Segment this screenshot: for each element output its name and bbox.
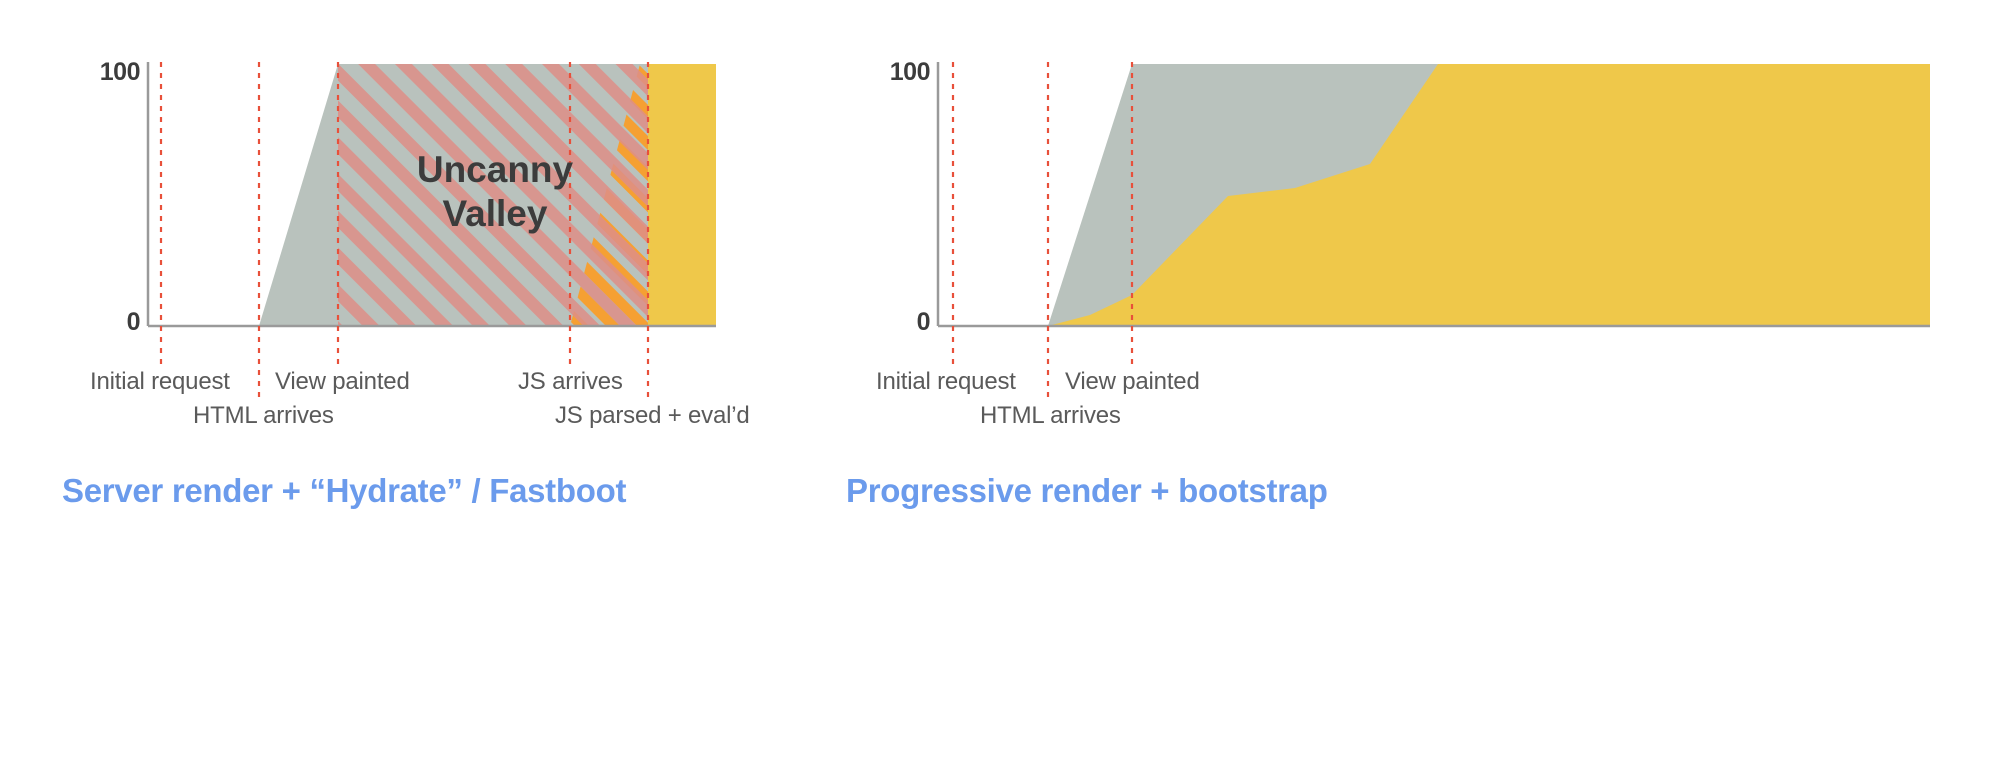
y-tick-100-right: 100 <box>889 58 931 86</box>
chart-server-render-svg <box>146 62 716 400</box>
chart-server-render <box>0 0 820 470</box>
caption-progressive-render: Progressive render + bootstrap <box>846 472 1328 509</box>
area-interactive-right <box>1048 64 1930 326</box>
caption-server-render: Server render + “Hydrate” / Fastboot <box>62 472 627 509</box>
event-label-view-painted-right: View painted <box>1065 368 1200 395</box>
chart-progressive-render <box>800 0 2000 470</box>
event-label-html-arrives-right: HTML arrives <box>980 402 1121 429</box>
chart-progressive-render-svg <box>936 62 1930 400</box>
event-label-view-painted-left: View painted <box>275 368 410 395</box>
event-label-js-parsed-left: JS parsed + eval’d <box>555 402 750 429</box>
event-label-initial-request-right: Initial request <box>876 368 1016 395</box>
y-tick-100-left: 100 <box>99 58 141 86</box>
panel-progressive-render: 100 0 Initial request HTML arrives View … <box>800 0 2000 758</box>
event-label-initial-request-left: Initial request <box>90 368 230 395</box>
event-label-js-arrives-left: JS arrives <box>518 368 623 395</box>
panel-server-render: 100 0 <box>0 0 820 509</box>
y-tick-0-left: 0 <box>126 308 141 336</box>
y-tick-0-right: 0 <box>916 308 931 336</box>
uncanny-valley-label: Uncanny Valley <box>416 149 574 234</box>
event-label-html-arrives-left: HTML arrives <box>193 402 334 429</box>
